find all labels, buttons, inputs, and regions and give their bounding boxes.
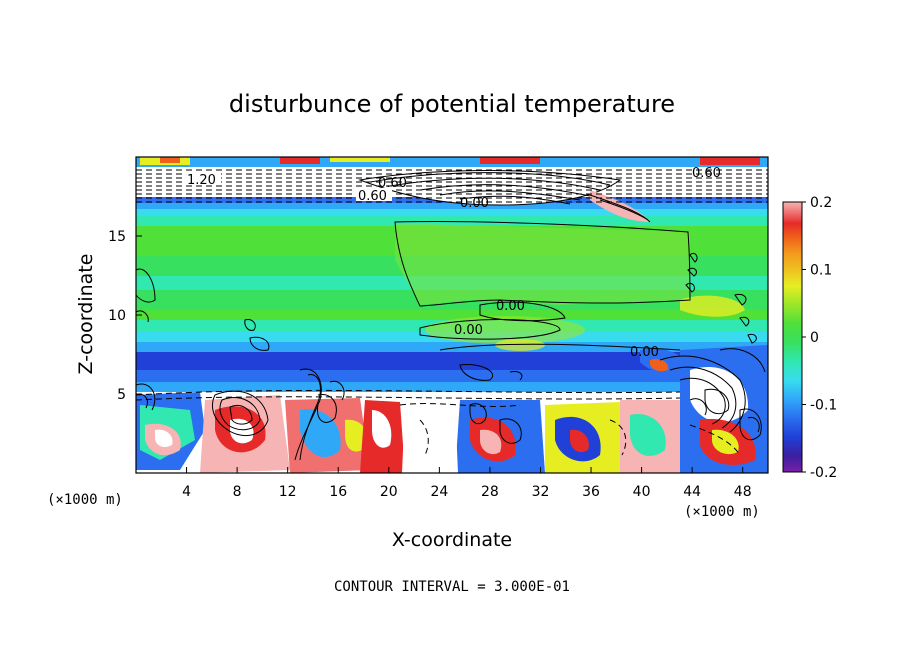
contour-label: 0.60 (358, 189, 387, 204)
chart-title: disturbunce of potential temperature (229, 90, 675, 118)
x-tick-label: 48 (734, 484, 752, 500)
x-tick-label: 16 (329, 484, 347, 500)
x-tick-label: 40 (633, 484, 651, 500)
x-tick-label: 36 (582, 484, 600, 500)
colorbar-tick-label: -0.2 (810, 465, 837, 481)
y-tick-label: 10 (108, 308, 126, 324)
contour-label: 0.00 (460, 196, 489, 211)
lower-turbulence (136, 345, 768, 473)
colorbar-tick-label: 0 (810, 330, 819, 346)
x-tick-label: 12 (279, 484, 297, 500)
x-tick-label: 32 (532, 484, 550, 500)
colorbar-tick-label: 0.1 (810, 263, 832, 279)
x-tick-label: 44 (683, 484, 701, 500)
x-tick-label: 4 (182, 484, 191, 500)
colorbar (782, 201, 803, 473)
heatmap-field (136, 157, 768, 473)
y-tick-label: 5 (117, 387, 126, 403)
x-axis-label: X-coordinate (392, 529, 512, 551)
x-tick-label: 28 (481, 484, 499, 500)
colorbar-ticks: 0.2 0.1 0 -0.1 -0.2 (802, 195, 837, 481)
band-top (136, 157, 768, 167)
contour-label: 0.00 (630, 345, 659, 360)
x-tick-label: 8 (233, 484, 242, 500)
contour-lines (136, 169, 768, 461)
contour-label: 1.20 (187, 173, 216, 188)
x-unit-label: (×1000 m) (684, 504, 760, 520)
colorbar-tick-label: -0.1 (810, 398, 837, 414)
contour-label: 0.60 (692, 166, 721, 181)
x-tick-label: 24 (430, 484, 448, 500)
y-axis-label: Z-coordinate (75, 254, 97, 375)
contour-label: 0.00 (496, 299, 525, 314)
colorbar-tick-label: 0.2 (810, 195, 832, 211)
y-axis: 5 10 15 (108, 229, 142, 403)
contour-label: 0.00 (454, 323, 483, 338)
z-unit-label: (×1000 m) (47, 492, 123, 508)
x-tick-label: 20 (380, 484, 398, 500)
contour-interval-note: CONTOUR INTERVAL = 3.000E-01 (334, 579, 570, 595)
x-axis: 4 8 12 16 20 24 28 32 36 40 44 48 (182, 467, 752, 500)
contour-label: 0.60 (378, 176, 407, 191)
y-tick-label: 15 (108, 229, 126, 245)
contour-labels: 1.20 0.60 0.60 0.00 0.00 0.00 0.00 0.60 (185, 166, 721, 360)
